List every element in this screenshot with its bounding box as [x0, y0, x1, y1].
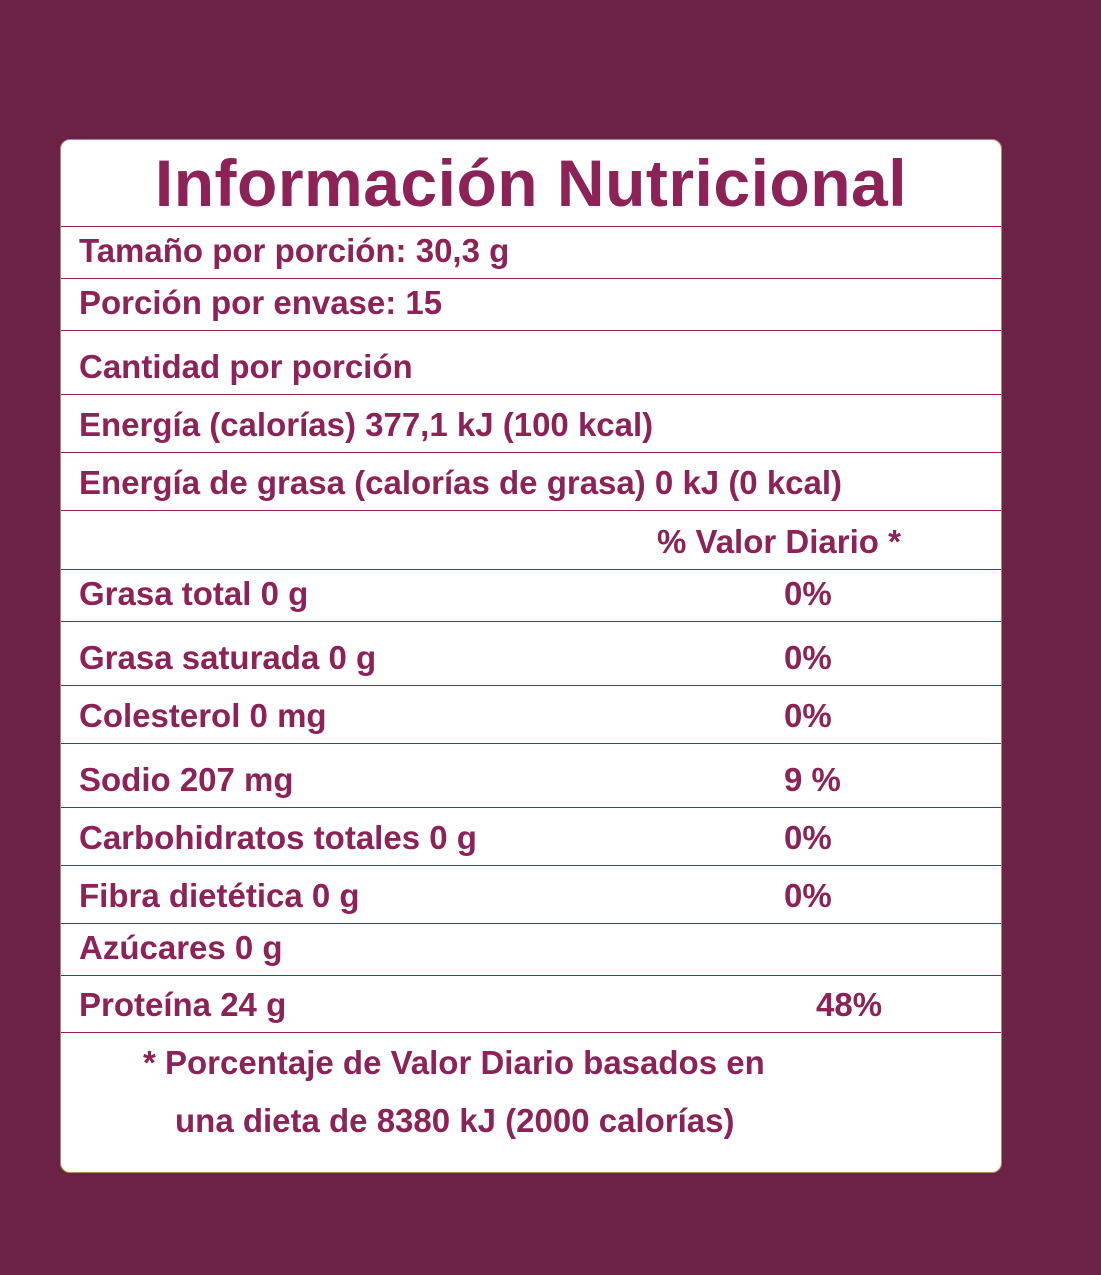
- footnote-line-2: una dieta de 8380 kJ (2000 calorías): [175, 1102, 735, 1139]
- nutrient-daily-value: 0%: [784, 877, 832, 914]
- nutrient-daily-value: 48%: [816, 986, 883, 1023]
- energy-label: Energía (calorías) 377,1 kJ (100 kcal): [79, 406, 654, 443]
- daily-value-header-row: % Valor Diario *: [61, 510, 1001, 569]
- nutrient-label: Proteína 24 g: [79, 986, 287, 1023]
- nutrient-label: Azúcares 0 g: [79, 929, 283, 966]
- nutrient-row: Fibra dietética 0 g 0%: [61, 865, 1001, 923]
- nutrient-row: Sodio 207 mg 9 %: [61, 743, 1001, 807]
- panel-title: Información Nutricional: [154, 146, 908, 220]
- servings-per-container-row: Porción por envase: 15: [61, 278, 1001, 330]
- energy-row: Energía (calorías) 377,1 kJ (100 kcal): [61, 394, 1001, 452]
- nutrition-facts-panel: Información Nutricional Tamaño por porci…: [60, 139, 1002, 1173]
- nutrient-label: Grasa saturada 0 g: [79, 639, 377, 676]
- energy-from-fat-row: Energía de grasa (calorías de grasa) 0 k…: [61, 452, 1001, 510]
- nutrient-label: Sodio 207 mg: [79, 761, 294, 798]
- nutrient-row: Azúcares 0 g: [61, 923, 1001, 975]
- serving-size-row: Tamaño por porción: 30,3 g: [61, 226, 1001, 278]
- amount-per-serving-row: Cantidad por porción: [61, 330, 1001, 394]
- nutrient-daily-value: 0%: [784, 575, 832, 612]
- nutrient-daily-value: 9 %: [784, 761, 841, 798]
- nutrient-label: Grasa total 0 g: [79, 575, 309, 612]
- nutrient-label: Carbohidratos totales 0 g: [79, 819, 477, 856]
- energy-from-fat-label: Energía de grasa (calorías de grasa) 0 k…: [79, 464, 843, 501]
- footnote: * Porcentaje de Valor Diario basados en …: [61, 1034, 1001, 1172]
- footnote-line-1: * Porcentaje de Valor Diario basados en: [143, 1044, 765, 1081]
- daily-value-header: % Valor Diario *: [657, 523, 901, 560]
- nutrient-row: Colesterol 0 mg 0%: [61, 685, 1001, 743]
- servings-per-container-label: Porción por envase: 15: [79, 284, 443, 321]
- amount-per-serving-label: Cantidad por porción: [79, 348, 413, 385]
- nutrient-row: Grasa total 0 g 0%: [61, 569, 1001, 621]
- nutrient-row: Grasa saturada 0 g 0%: [61, 621, 1001, 685]
- nutrient-label: Fibra dietética 0 g: [79, 877, 360, 914]
- nutrient-daily-value: 0%: [784, 819, 832, 856]
- nutrient-row: Carbohidratos totales 0 g 0%: [61, 807, 1001, 865]
- nutrient-daily-value: 0%: [784, 639, 832, 676]
- nutrient-daily-value: 0%: [784, 697, 832, 734]
- serving-size-label: Tamaño por porción: 30,3 g: [79, 232, 510, 269]
- nutrient-row: Proteína 24 g 48%: [61, 975, 1001, 1033]
- nutrient-label: Colesterol 0 mg: [79, 697, 327, 734]
